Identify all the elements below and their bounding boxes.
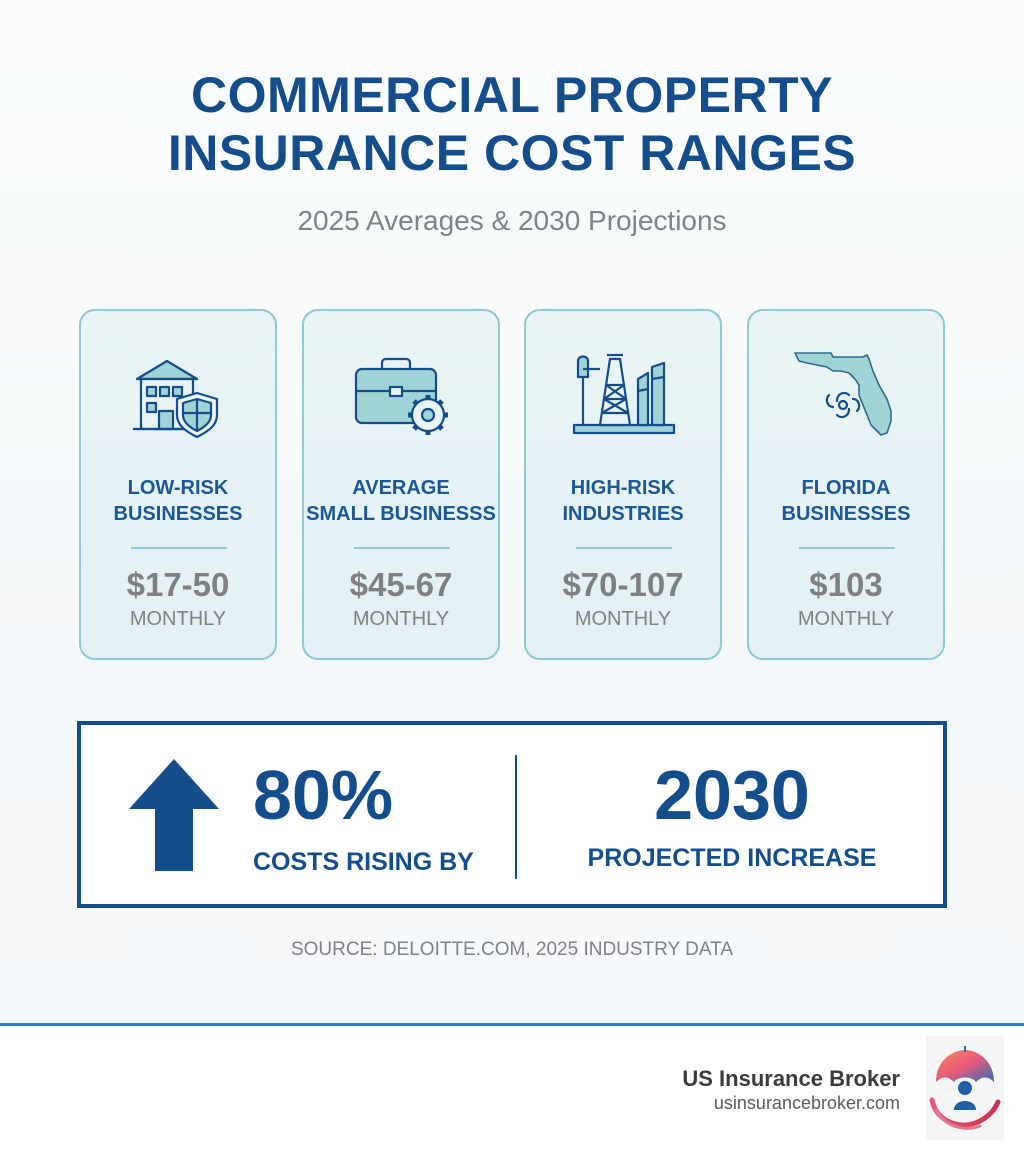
page-title: COMMERCIAL PROPERTY INSURANCE COST RANGE… bbox=[0, 66, 1024, 182]
building-shield-icon bbox=[133, 359, 219, 439]
card-category: AVERAGE SMALL BUSINESSS bbox=[304, 475, 498, 527]
stats-panel: 80% COSTS RISING BY 2030 PROJECTED INCRE… bbox=[77, 721, 947, 908]
title-line-1: COMMERCIAL PROPERTY bbox=[191, 67, 833, 123]
card-price: $103 bbox=[809, 566, 883, 603]
card-period: MONTHLY bbox=[129, 608, 227, 630]
card-price: $17-50 bbox=[126, 566, 230, 603]
card-category-line-2: BUSINESSES bbox=[113, 503, 243, 525]
source-note: SOURCE: DELOITTE.COM, 2025 INDUSTRY DATA bbox=[290, 939, 734, 960]
footer: US Insurance Broker usinsurancebroker.co… bbox=[0, 1026, 1024, 1154]
card-divider bbox=[799, 547, 895, 549]
cost-card-average-small-business: AVERAGE SMALL BUSINESSS $45-67 MONTHLY bbox=[302, 309, 500, 660]
card-price: $70-107 bbox=[562, 566, 684, 603]
cost-card-low-risk: LOW-RISK BUSINESSES $17-50 MONTHLY bbox=[79, 309, 277, 660]
cost-rise-percent: 80% bbox=[253, 756, 394, 834]
projection-year: 2030 bbox=[654, 756, 810, 834]
card-category-line-2: SMALL BUSINESSS bbox=[306, 503, 496, 525]
card-category-line-1: HIGH-RISK bbox=[570, 477, 676, 499]
card-category: FLORIDA BUSINESSES bbox=[749, 475, 943, 527]
card-category: LOW-RISK BUSINESSES bbox=[81, 475, 275, 527]
footer-divider bbox=[0, 1023, 1024, 1026]
card-divider bbox=[354, 547, 450, 549]
florida-hurricane-icon bbox=[794, 352, 892, 436]
page-subtitle: 2025 Averages & 2030 Projections bbox=[297, 205, 727, 236]
card-period: MONTHLY bbox=[352, 608, 450, 630]
card-category-line-1: AVERAGE bbox=[352, 477, 450, 499]
oil-rig-factory-icon bbox=[572, 353, 676, 435]
brand-url[interactable]: usinsurancebroker.com bbox=[713, 1093, 900, 1113]
cost-card-high-risk-industries: HIGH-RISK INDUSTRIES $70-107 MONTHLY bbox=[524, 309, 722, 660]
umbrella-person-logo-icon bbox=[926, 1036, 1004, 1140]
card-category-line-2: INDUSTRIES bbox=[562, 503, 684, 525]
brand-name: US Insurance Broker bbox=[682, 1066, 900, 1091]
card-period: MONTHLY bbox=[797, 608, 895, 630]
stats-divider bbox=[515, 755, 517, 879]
cost-card-florida-businesses: FLORIDA BUSINESSES $103 MONTHLY bbox=[747, 309, 945, 660]
card-category: HIGH-RISK INDUSTRIES bbox=[526, 475, 720, 527]
up-arrow-icon bbox=[129, 759, 219, 871]
projection-label: PROJECTED INCREASE bbox=[587, 844, 877, 872]
card-divider bbox=[131, 547, 227, 549]
card-category-line-2: BUSINESSES bbox=[781, 503, 911, 525]
card-divider bbox=[576, 547, 672, 549]
card-category-line-1: LOW-RISK bbox=[127, 477, 229, 499]
title-line-2: INSURANCE COST RANGES bbox=[167, 125, 857, 181]
cost-rise-label: COSTS RISING BY bbox=[253, 848, 474, 876]
card-price: $45-67 bbox=[349, 566, 453, 603]
briefcase-gear-icon bbox=[354, 357, 448, 435]
card-category-line-1: FLORIDA bbox=[801, 477, 891, 499]
card-period: MONTHLY bbox=[574, 608, 672, 630]
